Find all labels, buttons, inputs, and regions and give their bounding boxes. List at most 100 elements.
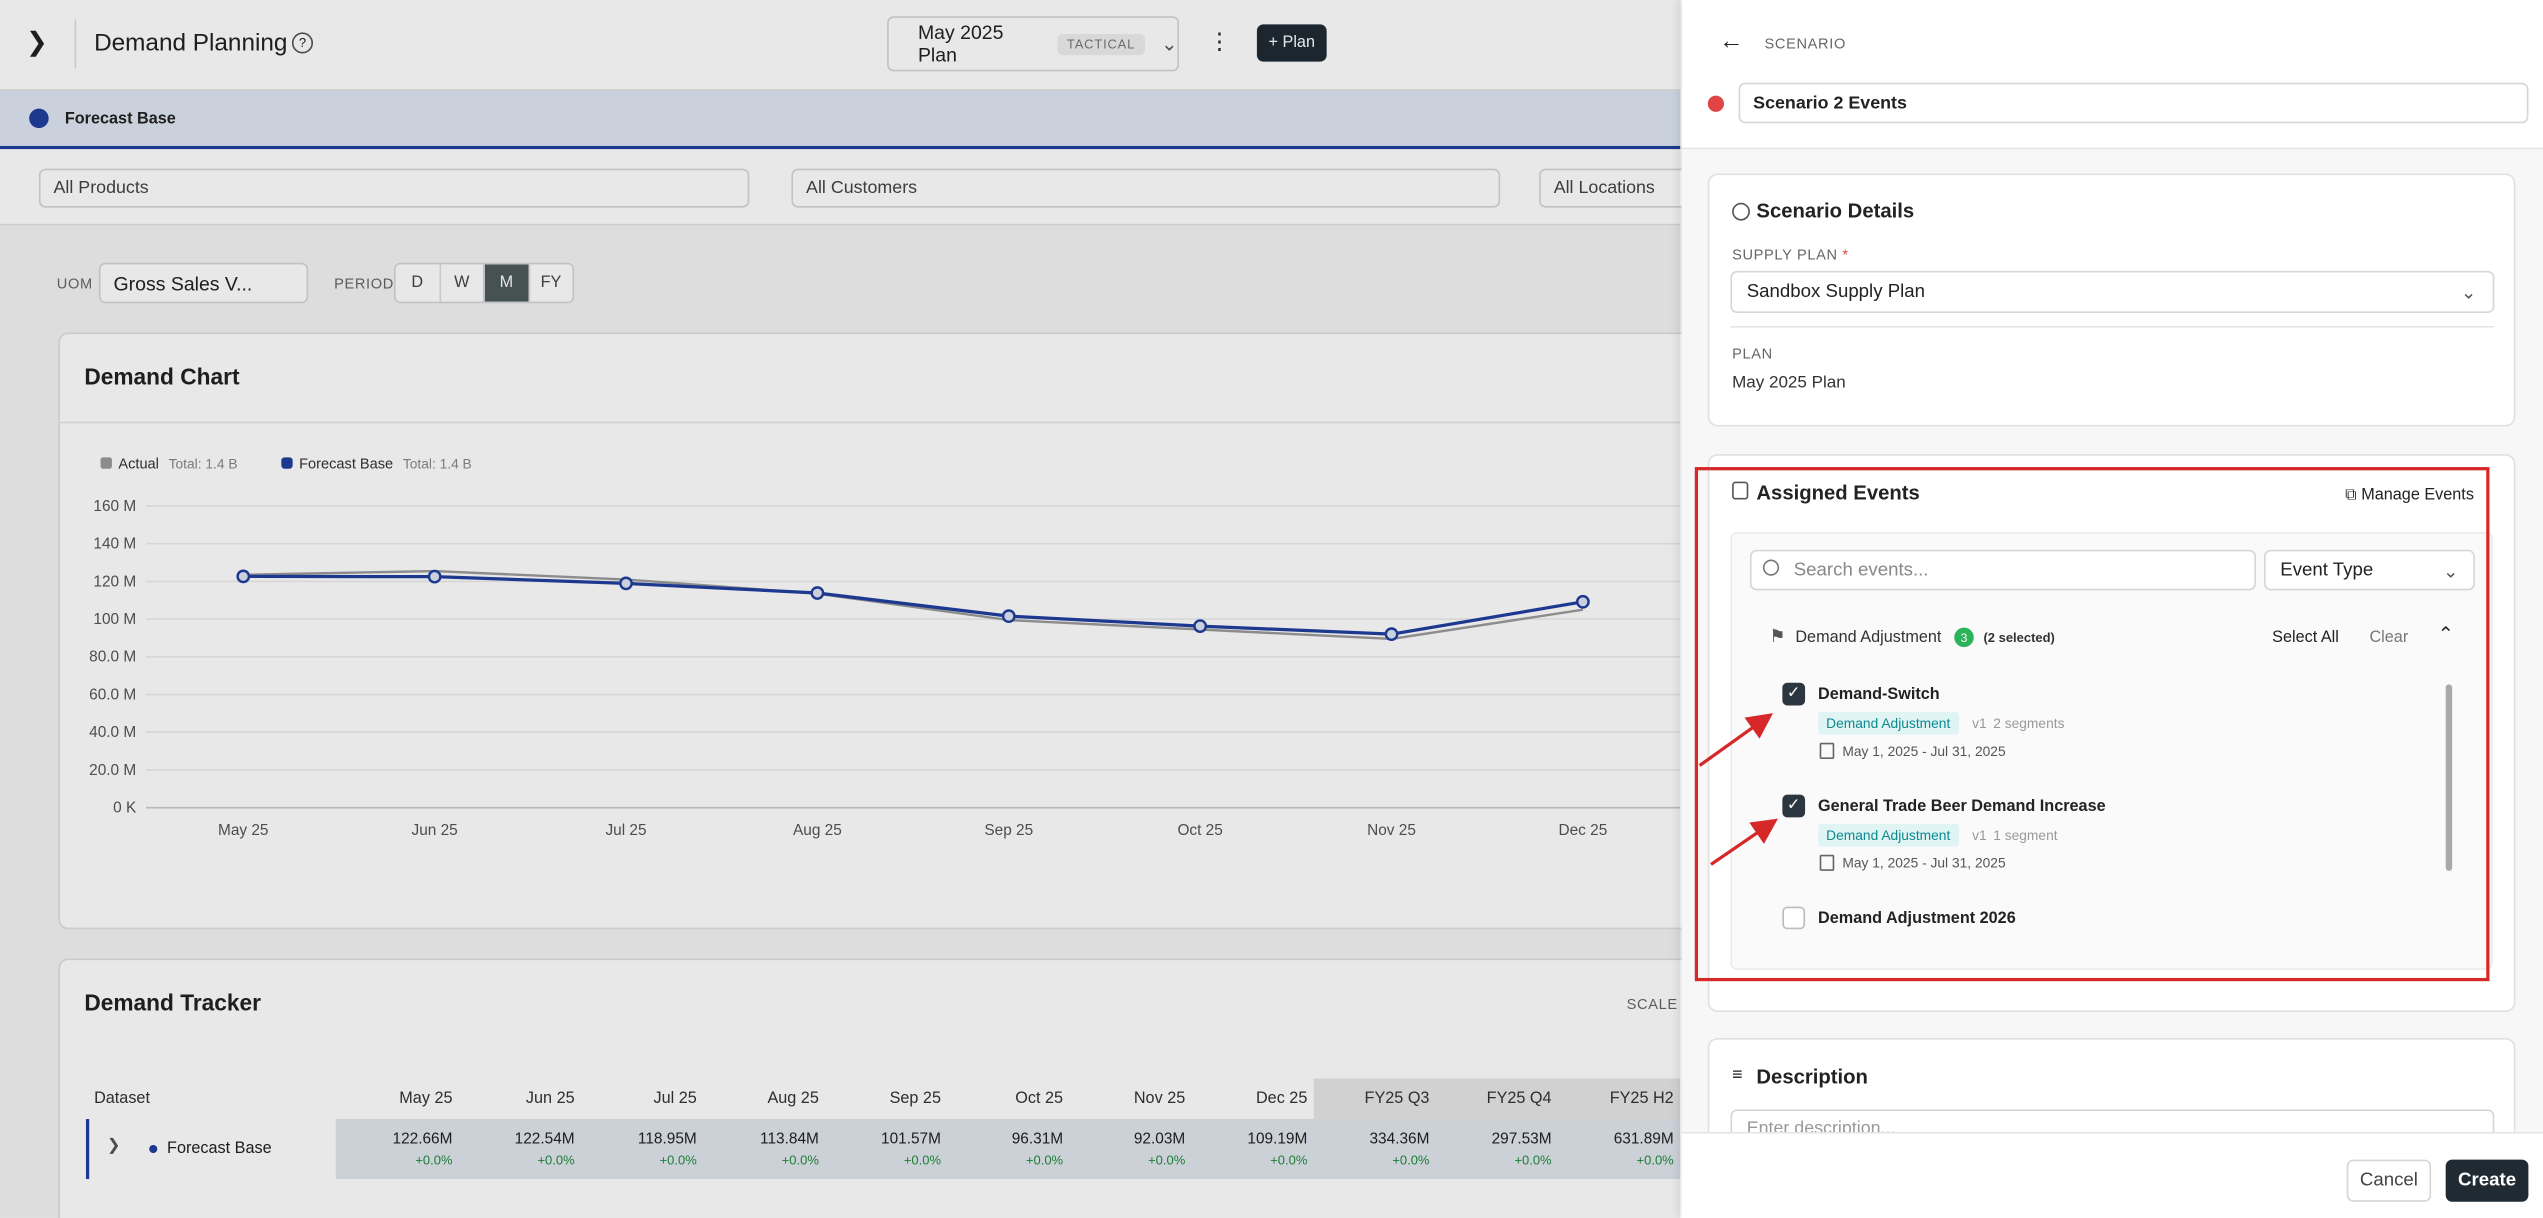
- period-option[interactable]: M: [483, 264, 528, 302]
- select-all[interactable]: Select All: [2272, 629, 2339, 648]
- tracker-title: Demand Tracker: [84, 989, 262, 1016]
- period-option[interactable]: W: [438, 264, 484, 302]
- calendar-icon: [1732, 481, 1749, 500]
- supply-plan-select[interactable]: Sandbox Supply Plan ⌄: [1730, 270, 2495, 314]
- point: [236, 569, 251, 584]
- clear[interactable]: Clear: [2369, 629, 2409, 648]
- point: [1001, 609, 1016, 624]
- plan-select[interactable]: May 2025 Plan TACTICAL ⌄: [887, 16, 1180, 72]
- x-tick-label: Dec 25: [1559, 822, 1608, 839]
- x-tick-label: Sep 25: [984, 822, 1033, 839]
- checkbox[interactable]: ✓: [1782, 794, 1806, 818]
- plan-label: PLAN: [1732, 345, 1773, 362]
- create-button[interactable]: Create: [2445, 1159, 2529, 1202]
- filter-products[interactable]: All Products: [38, 168, 750, 208]
- legend-swatch: [281, 457, 293, 469]
- column-header: Dec 25: [1255, 1089, 1308, 1108]
- add-plan-button[interactable]: + Plan: [1256, 24, 1327, 62]
- plan-tag: TACTICAL: [1057, 33, 1145, 55]
- series-line: [243, 569, 1584, 641]
- y-tick-label: 140 M: [93, 536, 136, 553]
- manage-events[interactable]: ⧉ Manage Events: [2345, 486, 2474, 505]
- filter-text: All Customers: [806, 178, 918, 198]
- events-box: [1730, 531, 2493, 970]
- row-bg: [335, 1119, 1681, 1180]
- divider: [58, 421, 1681, 424]
- group-selected: (2 selected): [1983, 630, 2055, 646]
- more-icon[interactable]: ⋮: [1208, 27, 1231, 54]
- scenario-dot: [29, 108, 49, 129]
- divider: [74, 19, 77, 69]
- cancel-button[interactable]: Cancel: [2346, 1159, 2432, 1202]
- column-header: FY25 H2: [1609, 1089, 1674, 1108]
- series-line: [243, 574, 1584, 636]
- scenario-color[interactable]: [1707, 95, 1724, 112]
- event-segments: 2 segments: [1993, 715, 2065, 732]
- cell-change: +0.0%: [659, 1153, 697, 1168]
- scenario-name-input[interactable]: Scenario 2 Events: [1738, 82, 2529, 124]
- cell-change: +0.0%: [1270, 1153, 1308, 1168]
- cell-value: 113.84M: [760, 1130, 819, 1149]
- label-text: SUPPLY PLAN: [1732, 246, 1838, 263]
- period-option[interactable]: FY: [527, 264, 573, 302]
- collapse-icon[interactable]: ⌃: [2437, 622, 2454, 646]
- cell-value: 109.19M: [1247, 1130, 1308, 1149]
- cell-change: +0.0%: [1148, 1153, 1186, 1168]
- scenario-label[interactable]: Forecast Base: [64, 110, 176, 129]
- overlay[interactable]: [0, 0, 1681, 1218]
- cell-value: 122.54M: [514, 1130, 575, 1149]
- calendar-icon: [1819, 854, 1835, 871]
- event-type-select[interactable]: Event Type ⌄: [2264, 549, 2475, 591]
- cell-change: +0.0%: [415, 1153, 453, 1168]
- panel-section: SCENARIO: [1764, 35, 1846, 52]
- supply-plan: Sandbox Supply Plan: [1746, 282, 1926, 302]
- checkbox[interactable]: [1782, 906, 1806, 930]
- cell-value: 92.03M: [1133, 1130, 1186, 1149]
- description-icon: ≡: [1732, 1065, 1743, 1085]
- x-tick-label: Jul 25: [605, 822, 646, 839]
- y-tick-label: 20.0 M: [89, 762, 136, 779]
- column-header: Nov 25: [1133, 1089, 1186, 1108]
- row-dot: [149, 1144, 158, 1154]
- back-icon[interactable]: ←: [1719, 27, 1744, 56]
- demand-chart: 0 K 20.0 M 40.0 M 60.0 M 80.0 M 100 M 120 M 140…: [89, 457, 1681, 839]
- help-icon[interactable]: ?: [291, 32, 314, 54]
- cell-change: +0.0%: [1392, 1153, 1430, 1168]
- expand-icon[interactable]: ❯: [25, 29, 48, 57]
- group-name: Demand Adjustment: [1795, 629, 1942, 648]
- tracker-table: Dataset May 25 Jun 25 Jul 25 Aug 25 Sep 25 Oct…: [58, 1078, 1681, 1193]
- calendar-icon: [1819, 742, 1835, 760]
- event-tag: Demand Adjustment: [1818, 823, 1959, 847]
- cell-change: +0.0%: [781, 1153, 819, 1168]
- filter-text: All Locations: [1553, 178, 1655, 198]
- plan-name: May 2025 Plan: [917, 21, 1004, 67]
- period-toggle: D W M FY: [394, 262, 575, 304]
- filter-text: All Products: [53, 178, 149, 198]
- uom-select[interactable]: Gross Sales V...: [98, 262, 309, 304]
- column-header: Jun 25: [525, 1089, 575, 1108]
- legend-total: Total: 1.4 B: [403, 457, 472, 472]
- search-input[interactable]: Search events...: [1749, 549, 2256, 591]
- column-header: Sep 25: [889, 1089, 941, 1108]
- cell-change: +0.0%: [1514, 1153, 1552, 1168]
- arrow: [1710, 818, 1778, 866]
- uom-value: Gross Sales V...: [113, 271, 253, 295]
- cell-value: 122.66M: [392, 1130, 453, 1149]
- scenario-name: Scenario 2 Events: [1753, 93, 1907, 113]
- period-option[interactable]: D: [395, 264, 439, 302]
- info-icon: [1732, 202, 1750, 221]
- point: [1575, 594, 1590, 609]
- cell-value: 96.31M: [1011, 1130, 1064, 1149]
- scale-label: SCALE: [1626, 995, 1678, 1013]
- details-title: Scenario Details: [1756, 199, 1915, 223]
- expand-icon[interactable]: ❯: [107, 1136, 121, 1155]
- column-header: May 25: [399, 1089, 453, 1108]
- checkbox[interactable]: ✓: [1782, 682, 1806, 706]
- filter-customers[interactable]: All Customers: [791, 168, 1501, 208]
- cell-change: +0.0%: [537, 1153, 575, 1168]
- x-tick-label: Oct 25: [1177, 822, 1222, 839]
- group-count: 3: [1954, 627, 1974, 648]
- events-title: Assigned Events: [1756, 481, 1920, 505]
- scrollbar[interactable]: [2445, 684, 2453, 871]
